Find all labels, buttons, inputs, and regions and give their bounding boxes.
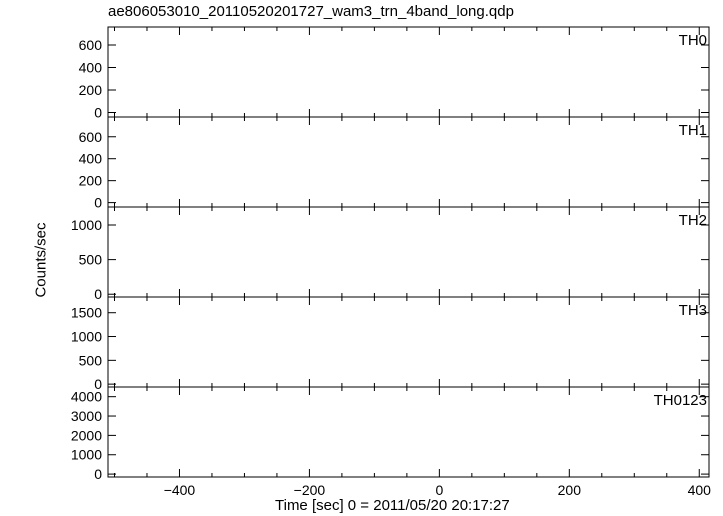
panel-frame-th0: [107, 26, 710, 118]
panel-label-th0: TH0: [679, 32, 707, 49]
y-tick-label: 4000: [71, 389, 102, 405]
x-tick-label: −200: [294, 482, 326, 498]
y-tick-label: 0: [94, 286, 102, 302]
x-axis-label: Time [sec] 0 = 2011/05/20 20:17:27: [275, 497, 510, 514]
x-tick-label: 0: [435, 482, 443, 498]
y-tick-label: 600: [79, 129, 103, 145]
y-tick-label: 400: [79, 60, 103, 76]
y-tick-label: 1000: [71, 447, 102, 463]
y-tick-label: 200: [79, 173, 103, 189]
y-tick-label: 600: [79, 37, 103, 53]
panel-frame-th2: [107, 206, 710, 298]
panel-frame-th3: [107, 296, 710, 388]
panel-label-th3: TH3: [679, 302, 707, 319]
y-tick-label: 0: [94, 376, 102, 392]
x-tick-label: 200: [558, 482, 582, 498]
y-tick-label: 2000: [71, 427, 102, 443]
y-tick-label: 0: [94, 195, 102, 211]
y-tick-label: 1500: [71, 305, 102, 321]
y-tick-label: 1000: [71, 329, 102, 345]
y-tick-label: 1000: [71, 217, 102, 233]
chart-title: ae806053010_20110520201727_wam3_trn_4ban…: [108, 3, 514, 20]
y-tick-label: 3000: [71, 408, 102, 424]
y-tick-label: 0: [94, 105, 102, 121]
panel-label-th2: TH2: [679, 212, 707, 229]
x-tick-label: −400: [164, 482, 196, 498]
y-axis-label: Counts/sec: [32, 222, 50, 298]
x-tick-label: 400: [688, 482, 712, 498]
panel-frame-th1: [107, 116, 710, 208]
y-tick-label: 200: [79, 82, 103, 98]
y-tick-label: 500: [79, 352, 103, 368]
panel-frame-th0123: [107, 386, 710, 478]
panel-label-th0123: TH0123: [654, 392, 707, 409]
y-tick-label: 0: [94, 466, 102, 482]
y-tick-label: 500: [79, 252, 103, 268]
y-tick-label: 400: [79, 151, 103, 167]
panel-label-th1: TH1: [679, 122, 707, 139]
